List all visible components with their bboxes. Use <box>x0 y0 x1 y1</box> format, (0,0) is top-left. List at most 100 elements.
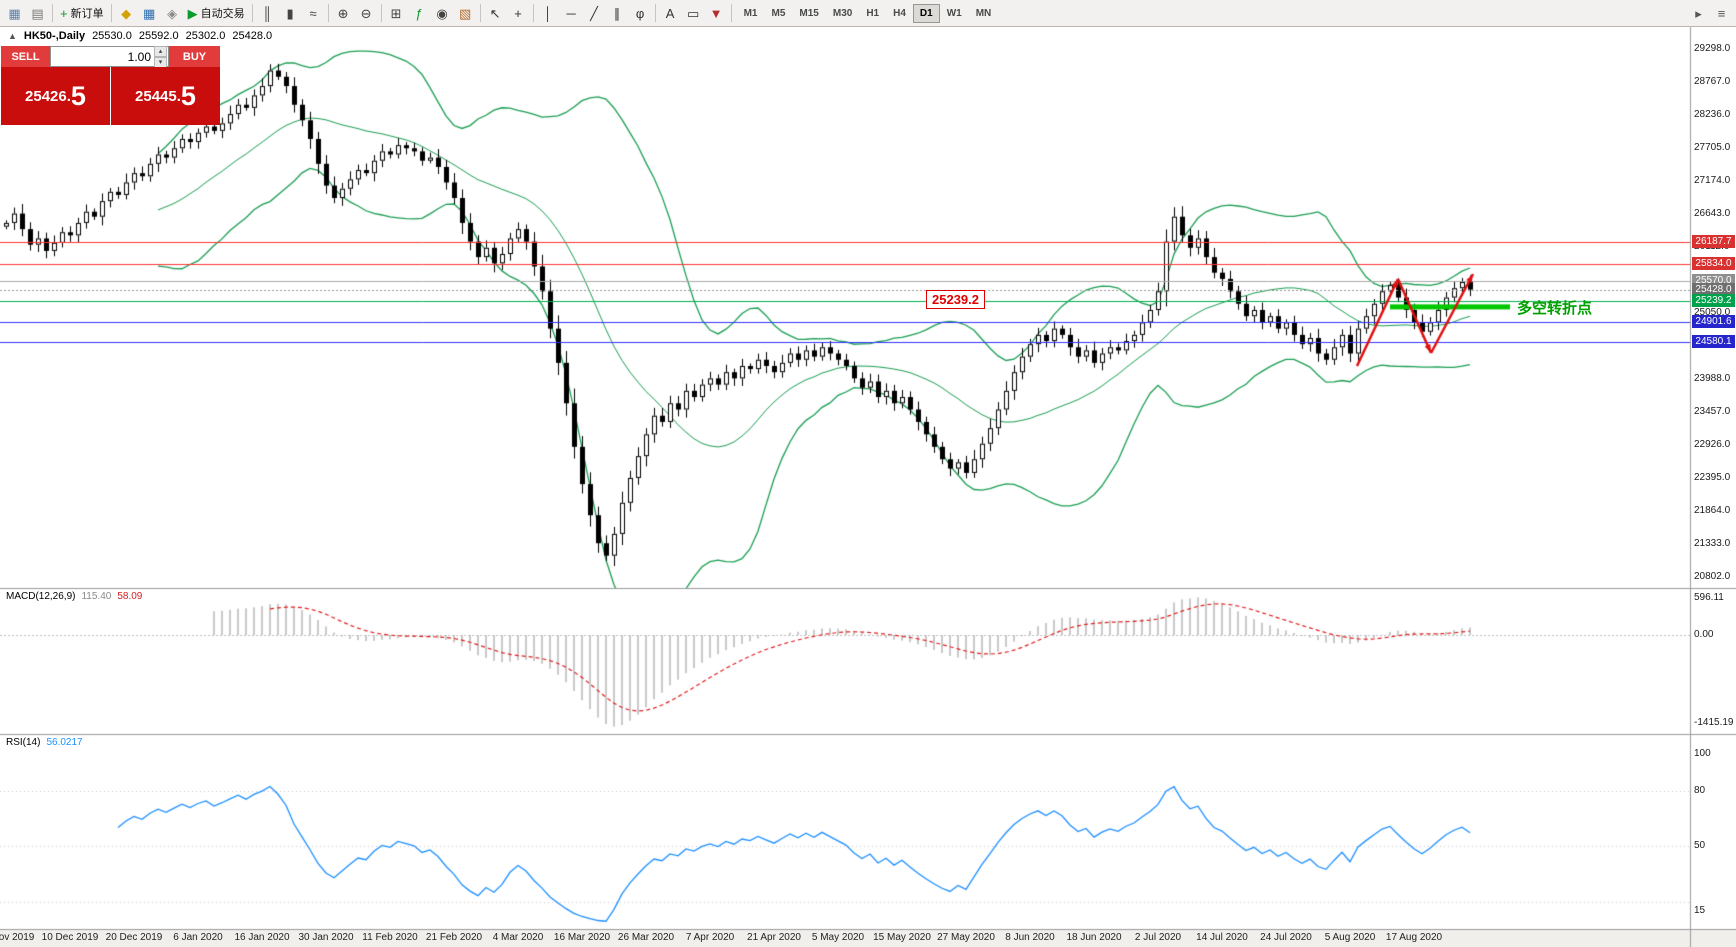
data-window-button[interactable]: ▦ <box>138 2 161 24</box>
periods-button[interactable]: ◉ <box>431 2 454 24</box>
timeframe-toolbar: M1 M5 M15 M30 H1 H4 D1 W1 MN <box>737 3 999 23</box>
vertical-line-button[interactable]: │ <box>537 2 560 24</box>
market-watch-button[interactable]: ◆ <box>115 2 138 24</box>
autotrade-button[interactable]: ▶ 自动交易 <box>184 2 249 24</box>
tile-windows-icon: ⊞ <box>390 5 402 21</box>
sell-price-main: 25426. <box>25 87 71 105</box>
market-watch-icon: ◆ <box>121 5 132 21</box>
toolbar-separator <box>479 4 481 22</box>
new-chart-icon: ▦ <box>8 5 21 21</box>
new-order-button-label: 新订单 <box>70 8 104 20</box>
ohlc-high: 25592.0 <box>138 30 179 42</box>
chart-shift-button[interactable]: ▸ <box>1687 2 1710 24</box>
autotrade-button-label: 自动交易 <box>200 8 245 20</box>
sell-price-display[interactable]: 25426. 5 <box>1 67 110 125</box>
data-window-icon: ▦ <box>142 5 156 21</box>
toolbar-separator <box>532 4 534 22</box>
channel-button[interactable]: ∥ <box>606 2 629 24</box>
toolbar-separator <box>52 4 53 22</box>
timeframe-m30-button[interactable]: M30 <box>832 7 853 19</box>
price-level-annotation[interactable]: 25239.2 <box>926 290 985 309</box>
timeframe-m5-button[interactable]: M5 <box>771 7 786 19</box>
buy-button[interactable]: BUY <box>169 46 220 67</box>
new-chart-button[interactable]: ▦ <box>3 2 26 24</box>
vertical-line-icon: │ <box>544 5 553 21</box>
timeframe-h1-button[interactable]: H1 <box>866 7 880 19</box>
macd-main-value: 115.40 <box>81 591 112 602</box>
autotrade-icon: ▶ <box>187 5 198 21</box>
volume-spinner: ▴ ▾ <box>154 45 167 68</box>
bar-chart-icon: ║ <box>262 5 272 21</box>
one-click-trading-panel: SELL 1.00 ▴ ▾ BUY 25426. 5 25445. 5 <box>1 45 220 125</box>
text-icon: A <box>665 5 675 21</box>
cursor-button[interactable]: ↖ <box>484 2 507 24</box>
new-order-button[interactable]: + 新订单 <box>56 2 108 24</box>
zoom-in-button[interactable]: ⊕ <box>332 2 355 24</box>
toolbar-separator <box>730 4 732 22</box>
chart-shift-icon: ▸ <box>1695 5 1702 21</box>
trendline-button[interactable]: ╱ <box>583 2 606 24</box>
chart-profiles-button[interactable]: ▤ <box>26 2 49 24</box>
timeframe-m15-button[interactable]: M15 <box>799 7 819 19</box>
timeframe-m1-button[interactable]: M1 <box>743 7 758 19</box>
line-chart-button[interactable]: ≈ <box>302 2 325 24</box>
toolbar-separator <box>110 4 112 22</box>
crosshair-icon: + <box>514 5 522 21</box>
turning-point-annotation[interactable]: 多空转折点 <box>1517 300 1593 318</box>
crosshair-button[interactable]: + <box>507 2 530 24</box>
chart-profiles-icon: ▤ <box>31 5 44 21</box>
channel-icon: ∥ <box>613 5 621 21</box>
timeframe-w1-button[interactable]: W1 <box>946 7 962 19</box>
zoom-out-button[interactable]: ⊖ <box>355 2 378 24</box>
volume-input[interactable]: 1.00 ▴ ▾ <box>50 45 169 68</box>
ohlc-open: 25530.0 <box>92 30 132 42</box>
chart-symbol-period: HK50-,Daily <box>23 30 86 42</box>
new-order-icon: + <box>60 5 68 21</box>
fibonacci-button[interactable]: φ <box>629 2 652 24</box>
arrows-icon: ▼ <box>709 5 723 21</box>
arrows-button[interactable]: ▼ <box>705 2 728 24</box>
candlestick-chart-icon: ▮ <box>286 5 294 21</box>
navigator-button[interactable]: ◈ <box>161 2 184 24</box>
buy-price-main: 25445. <box>135 87 181 105</box>
toolbar-separator <box>327 4 329 22</box>
volume-down-icon[interactable]: ▾ <box>154 56 167 68</box>
candlestick-chart-button[interactable]: ▮ <box>279 2 302 24</box>
sell-button[interactable]: SELL <box>1 46 50 67</box>
zoom-out-icon: ⊖ <box>360 5 372 21</box>
templates-button[interactable]: ▧ <box>454 2 477 24</box>
chart-info-line: ▲ HK50-,Daily 25530.0 25592.0 25302.0 25… <box>8 30 272 42</box>
macd-name: MACD(12,26,9) <box>6 591 76 602</box>
line-chart-icon: ≈ <box>309 5 317 21</box>
macd-indicator-label: MACD(12,26,9) 115.40 58.09 <box>6 591 142 602</box>
indicators-button[interactable]: ƒ <box>408 2 431 24</box>
indicators-icon: ƒ <box>415 5 423 21</box>
buy-price-pip: 5 <box>180 80 196 111</box>
timeframe-mn-button[interactable]: MN <box>975 7 992 19</box>
buy-price-display[interactable]: 25445. 5 <box>111 67 220 125</box>
volume-up-icon[interactable]: ▴ <box>154 45 167 57</box>
auto-scroll-button[interactable]: ≡ <box>1710 2 1733 24</box>
tile-windows-button[interactable]: ⊞ <box>385 2 408 24</box>
cursor-icon: ↖ <box>489 5 501 21</box>
auto-scroll-icon: ≡ <box>1717 5 1726 21</box>
templates-icon: ▧ <box>458 5 472 21</box>
fibonacci-icon: φ <box>635 5 645 21</box>
rsi-name: RSI(14) <box>6 737 41 748</box>
text-button[interactable]: A <box>659 2 682 24</box>
timeframe-h4-button[interactable]: H4 <box>893 7 906 19</box>
rsi-indicator-label: RSI(14) 56.0217 <box>6 737 83 748</box>
navigator-icon: ◈ <box>167 5 178 21</box>
text-label-button[interactable]: ▭ <box>682 2 705 24</box>
toolbar-separator <box>654 4 656 22</box>
bar-chart-button[interactable]: ║ <box>256 2 279 24</box>
rsi-value: 56.0217 <box>46 737 83 748</box>
timeframe-d1-button[interactable]: D1 <box>912 3 940 23</box>
ohlc-low: 25302.0 <box>185 30 226 42</box>
horizontal-line-button[interactable]: ─ <box>560 2 583 24</box>
macd-signal-value: 58.09 <box>117 591 143 602</box>
sell-price-pip: 5 <box>70 80 86 111</box>
one-click-collapse-icon[interactable]: ▲ <box>8 31 17 41</box>
